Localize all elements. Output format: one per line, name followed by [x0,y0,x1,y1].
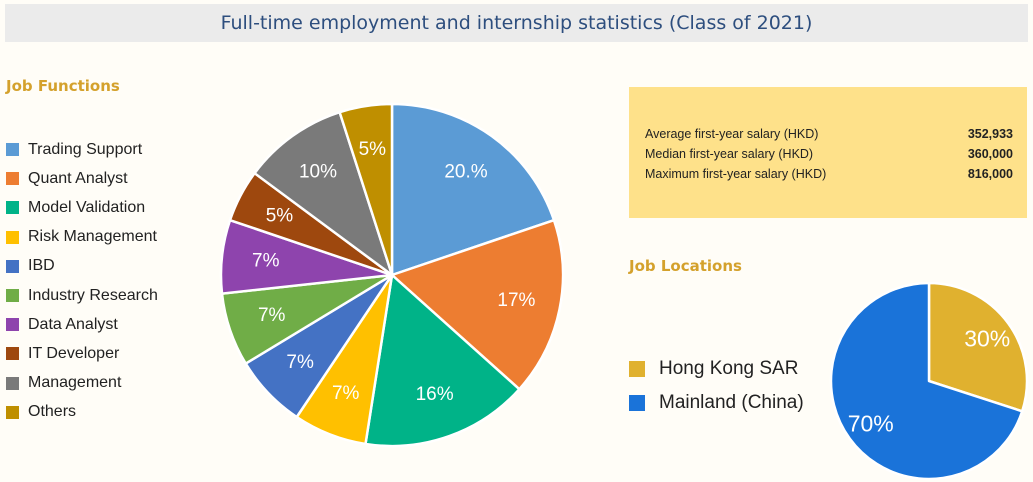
title-bar: Full-time employment and internship stat… [5,4,1028,42]
pie-slice-management [253,110,394,277]
pie-data-label: 7% [286,352,314,373]
pie-data-label: 20.% [444,161,487,182]
pie-slice-trading-support [390,102,556,277]
legend-swatch [6,376,19,390]
salary-value: 352,933 [967,127,1013,141]
pie-slice-others [338,102,394,277]
legend-swatch [6,230,19,244]
legend-item-industry-research: Industry Research [6,281,158,310]
legend-label: Trading Support [28,140,143,158]
legend-item-model-validation: Model Validation [6,193,158,222]
pie-data-label: 10% [299,161,337,182]
salary-value: 360,000 [967,147,1013,161]
legend-label: Others [28,403,77,421]
legend-item-risk-management: Risk Management [6,223,158,252]
legend-item-mainland-china: Mainland (China) [629,386,804,420]
legend-label: Quant Analyst [28,169,128,187]
salary-row-median: Median first-year salary (HKD) 360,000 [645,144,1013,164]
legend-label: Industry Research [28,286,158,304]
salary-value: 816,000 [967,167,1013,181]
pie-data-label: 5% [266,206,294,227]
pie-data-label: 5% [359,139,387,160]
legend-swatch [6,143,19,157]
salary-row-maximum: Maximum first-year salary (HKD) 816,000 [645,164,1013,184]
pie-data-label: 17% [497,290,535,311]
legend-item-hong-kong-sar: Hong Kong SAR [629,352,804,386]
legend-label: IBD [28,257,55,275]
pie-slice-quant-analyst [390,218,565,391]
salary-row-average: Average first-year salary (HKD) 352,933 [645,124,1013,144]
legend-label: Risk Management [28,228,157,246]
pie-data-label: 7% [252,251,280,272]
pie-slice-model-validation [364,273,521,448]
legend-item-data-analyst: Data Analyst [6,310,158,339]
job-functions-legend: Trading Support Quant Analyst Model Valida… [6,135,158,427]
job-functions-pie-chart: 20.% 17% 16% 7% 7% 7% 7% 5% 10% 5% [219,102,565,448]
legend-swatch [629,361,645,377]
legend-swatch [629,395,645,411]
legend-item-management: Management [6,369,158,398]
job-locations-heading: Job Locations [629,257,742,275]
legend-item-trading-support: Trading Support [6,135,158,164]
legend-label: Management [28,374,122,392]
legend-swatch [6,201,19,215]
legend-label: Mainland (China) [659,392,804,413]
legend-item-ibd: IBD [6,252,158,281]
legend-label: IT Developer [28,344,120,362]
legend-swatch [6,172,19,186]
legend-item-it-developer: IT Developer [6,339,158,368]
legend-label: Model Validation [28,198,146,216]
legend-swatch [6,289,19,303]
page-title: Full-time employment and internship stat… [220,12,813,34]
job-locations-legend: Hong Kong SAR Mainland (China) [629,352,804,420]
pie-data-label: 7% [258,305,286,326]
pie-data-label: 30% [964,326,1010,352]
salary-table: Average first-year salary (HKD) 352,933 … [645,124,1013,184]
legend-label: Data Analyst [28,315,118,333]
legend-swatch [6,405,19,419]
legend-swatch [6,347,19,361]
salary-label: Average first-year salary (HKD) [645,127,819,141]
job-locations-pie-chart: 30% 70% [829,282,1029,481]
pie-slice-mainland-china [829,282,1024,481]
salary-box: Average first-year salary (HKD) 352,933 … [629,87,1027,218]
pie-slice-hong-kong-sar [927,282,1029,413]
legend-swatch [6,318,19,332]
pie-data-label: 16% [416,384,454,405]
legend-swatch [6,259,19,273]
legend-item-others: Others [6,398,158,427]
salary-label: Median first-year salary (HKD) [645,147,814,161]
job-functions-heading: Job Functions [6,77,120,95]
legend-label: Hong Kong SAR [659,358,799,379]
pie-data-label: 70% [848,410,894,436]
pie-data-label: 7% [332,383,360,404]
salary-label: Maximum first-year salary (HKD) [645,167,827,181]
legend-item-quant-analyst: Quant Analyst [6,164,158,193]
